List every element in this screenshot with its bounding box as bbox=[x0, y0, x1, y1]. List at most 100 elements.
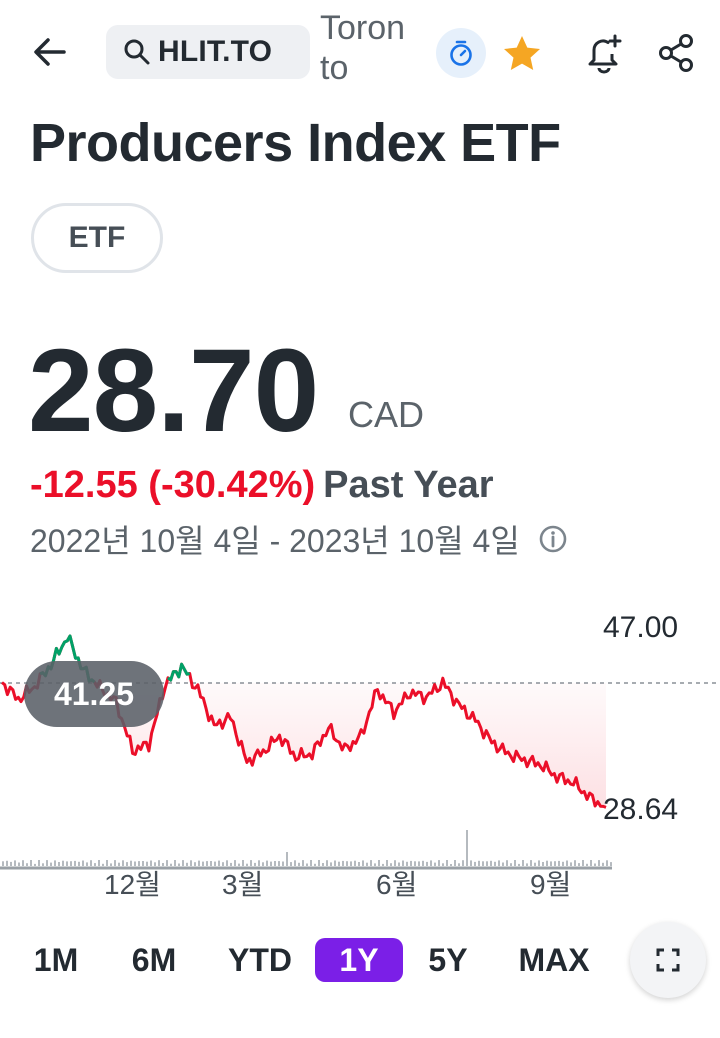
volume-bar bbox=[434, 862, 436, 866]
volume-bar bbox=[458, 863, 460, 866]
range-1m[interactable]: 1M bbox=[33, 941, 79, 978]
volume-bar bbox=[598, 860, 600, 866]
volume-bar bbox=[558, 860, 560, 866]
date-range: 2022년 10월 4일 - 2023년 10월 4일 bbox=[30, 523, 520, 559]
volume-bar bbox=[2, 861, 4, 866]
price-alert-button[interactable] bbox=[582, 30, 626, 74]
info-icon[interactable] bbox=[538, 524, 568, 554]
volume-bar bbox=[534, 862, 536, 866]
volume-bar bbox=[394, 860, 396, 866]
fullscreen-button[interactable] bbox=[630, 922, 706, 998]
volume-bar bbox=[570, 862, 572, 866]
volume-bar bbox=[70, 861, 72, 866]
volume-bar bbox=[298, 862, 300, 866]
search-icon bbox=[124, 39, 150, 65]
volume-bar bbox=[94, 863, 96, 866]
volume-bar bbox=[382, 863, 384, 866]
volume-bar bbox=[154, 862, 156, 866]
volume-bar bbox=[474, 861, 476, 866]
volume-bar bbox=[426, 861, 428, 866]
volume-bar bbox=[282, 861, 284, 866]
volume-bar bbox=[230, 862, 232, 866]
volume-bar bbox=[582, 860, 584, 866]
volume-bar bbox=[170, 863, 172, 866]
range-ytd[interactable]: YTD bbox=[228, 941, 292, 978]
volume-bar bbox=[86, 862, 88, 866]
volume-bar bbox=[462, 860, 464, 866]
range-6m[interactable]: 6M bbox=[131, 941, 177, 978]
search-chip[interactable]: HLIT.TO bbox=[106, 25, 310, 79]
volume-bar bbox=[146, 861, 148, 866]
volume-bar bbox=[518, 863, 520, 866]
volume-bar bbox=[210, 861, 212, 866]
volume-bar bbox=[214, 861, 216, 866]
volume-bar bbox=[182, 860, 184, 866]
volume-bar bbox=[386, 860, 388, 866]
volume-bar bbox=[470, 860, 472, 866]
volume-bar bbox=[286, 852, 288, 866]
y-axis-high: 47.00 bbox=[603, 611, 679, 644]
volume-bar bbox=[26, 863, 28, 866]
price-chart[interactable]: 47.00 28.64 41.25 12월 3월 6월 9월 bbox=[0, 600, 720, 910]
share-icon bbox=[659, 34, 693, 72]
volume-bar bbox=[30, 860, 32, 866]
stopwatch-icon bbox=[450, 40, 472, 66]
volume-bar bbox=[118, 862, 120, 866]
volume-bar bbox=[414, 861, 416, 866]
volume-bar bbox=[450, 864, 452, 866]
volume-bar bbox=[250, 860, 252, 866]
volume-bar bbox=[186, 862, 188, 866]
volume-bar bbox=[438, 860, 440, 866]
volume-bar bbox=[270, 861, 272, 866]
volume-bar bbox=[266, 860, 268, 866]
volume-bar bbox=[530, 860, 532, 866]
range-1y[interactable]: 1Y bbox=[315, 938, 403, 982]
volume-bar bbox=[574, 860, 576, 866]
volume-bar bbox=[538, 860, 540, 866]
volume-bar bbox=[542, 862, 544, 866]
back-button[interactable] bbox=[28, 30, 72, 74]
volume-bar bbox=[522, 860, 524, 866]
volume-bar bbox=[222, 862, 224, 866]
etf-type-chip[interactable]: ETF bbox=[31, 203, 163, 273]
volume-bar bbox=[318, 860, 320, 866]
volume-bar bbox=[290, 862, 292, 866]
range-max[interactable]: MAX bbox=[518, 941, 590, 978]
volume-bar bbox=[258, 860, 260, 866]
volume-bar bbox=[98, 860, 100, 866]
volume-bar bbox=[90, 860, 92, 866]
volume-bar bbox=[106, 860, 108, 866]
volume-bar bbox=[122, 860, 124, 866]
volume-bar bbox=[442, 863, 444, 866]
volume-bar bbox=[354, 860, 356, 866]
volume-bar bbox=[58, 862, 60, 866]
volume-bar bbox=[262, 862, 264, 866]
volume-bar bbox=[314, 863, 316, 866]
volume-bar bbox=[22, 860, 24, 866]
x-tick-mar: 3월 bbox=[222, 869, 264, 900]
volume-bar bbox=[306, 863, 308, 866]
volume-bar bbox=[194, 862, 196, 866]
timer-button[interactable] bbox=[436, 28, 486, 78]
volume-bar bbox=[398, 862, 400, 866]
volume-bar bbox=[54, 860, 56, 866]
volume-bar bbox=[78, 861, 80, 866]
volume-bar bbox=[478, 860, 480, 866]
watchlist-star-button[interactable] bbox=[500, 32, 544, 76]
volume-bar bbox=[174, 860, 176, 866]
volume-bar bbox=[502, 862, 504, 866]
volume-bar bbox=[410, 860, 412, 866]
volume-bar bbox=[482, 861, 484, 866]
ticker-symbol: HLIT.TO bbox=[158, 35, 273, 68]
volume-bar bbox=[610, 862, 612, 866]
volume-bar bbox=[422, 860, 424, 866]
share-button[interactable] bbox=[656, 32, 698, 74]
volume-bar bbox=[198, 860, 200, 866]
volume-bar bbox=[418, 861, 420, 866]
volume-bar bbox=[498, 860, 500, 866]
volume-bar bbox=[546, 860, 548, 866]
volume-bar bbox=[142, 861, 144, 866]
range-5y[interactable]: 5Y bbox=[428, 941, 468, 978]
volume-bar bbox=[158, 860, 160, 866]
volume-bar bbox=[178, 863, 180, 866]
